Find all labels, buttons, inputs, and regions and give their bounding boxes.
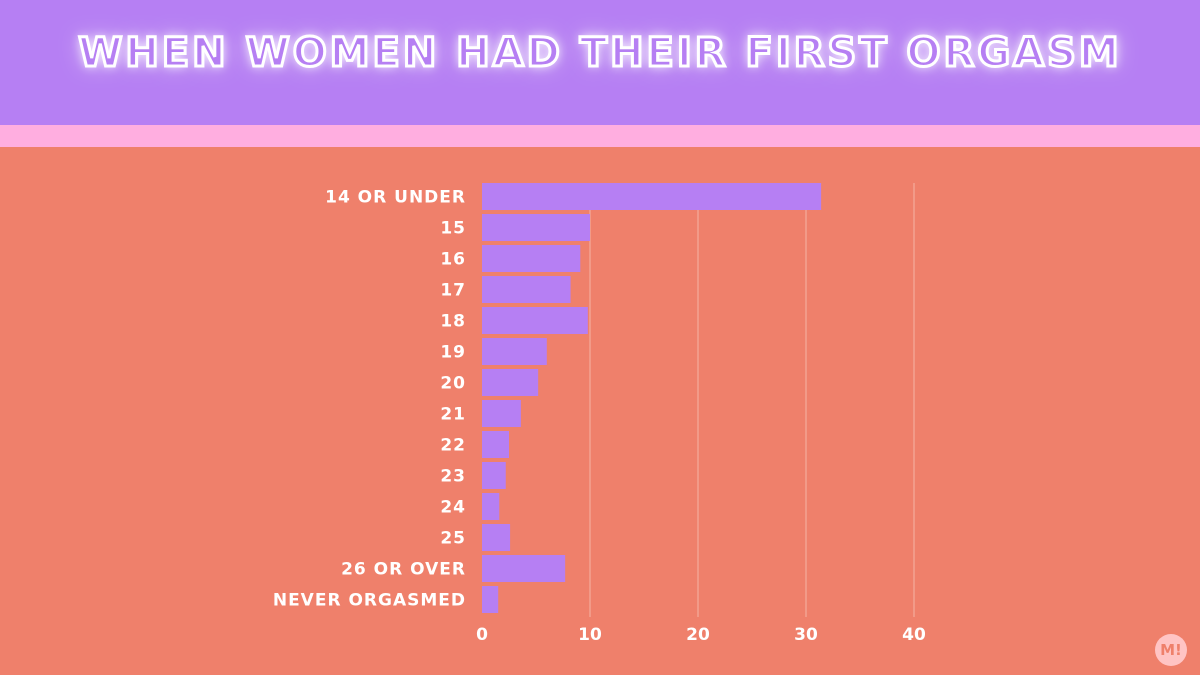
category-label: 15 bbox=[440, 219, 466, 239]
x-tick-label: 30 bbox=[794, 625, 818, 645]
category-label: 21 bbox=[440, 405, 466, 425]
category-label: NEVER ORGASMED bbox=[273, 591, 466, 611]
bar bbox=[482, 276, 571, 303]
x-tick-label: 20 bbox=[686, 625, 710, 645]
bar bbox=[482, 245, 581, 272]
bar bbox=[482, 338, 547, 365]
bar bbox=[482, 307, 588, 334]
bar bbox=[482, 586, 499, 613]
bar bbox=[482, 214, 590, 241]
category-label: 16 bbox=[440, 250, 466, 270]
accent-stripe bbox=[0, 125, 1200, 147]
category-label: 25 bbox=[440, 529, 466, 549]
bar bbox=[482, 462, 506, 489]
category-label: 23 bbox=[440, 467, 466, 487]
bar bbox=[482, 555, 566, 582]
category-label: 17 bbox=[440, 281, 466, 301]
x-tick-label: 0 bbox=[476, 625, 488, 645]
bar bbox=[482, 183, 822, 210]
category-label: 14 OR UNDER bbox=[325, 188, 466, 208]
category-label: 22 bbox=[440, 436, 466, 456]
bar bbox=[482, 493, 500, 520]
chart-title: WHEN WOMEN HAD THEIR FIRST ORGASM bbox=[77, 29, 1122, 78]
bar bbox=[482, 369, 539, 396]
bar bbox=[482, 431, 509, 458]
brand-logo: M! bbox=[1155, 634, 1187, 666]
bar bbox=[482, 400, 521, 427]
category-label: 24 bbox=[440, 498, 466, 518]
bar bbox=[482, 524, 511, 551]
category-label: 19 bbox=[440, 343, 466, 363]
x-tick-label: 40 bbox=[902, 625, 926, 645]
category-label: 26 OR OVER bbox=[341, 560, 466, 580]
x-tick-label: 10 bbox=[578, 625, 602, 645]
category-label: 18 bbox=[440, 312, 466, 332]
title-banner bbox=[0, 0, 1200, 125]
category-label: 20 bbox=[440, 374, 466, 394]
